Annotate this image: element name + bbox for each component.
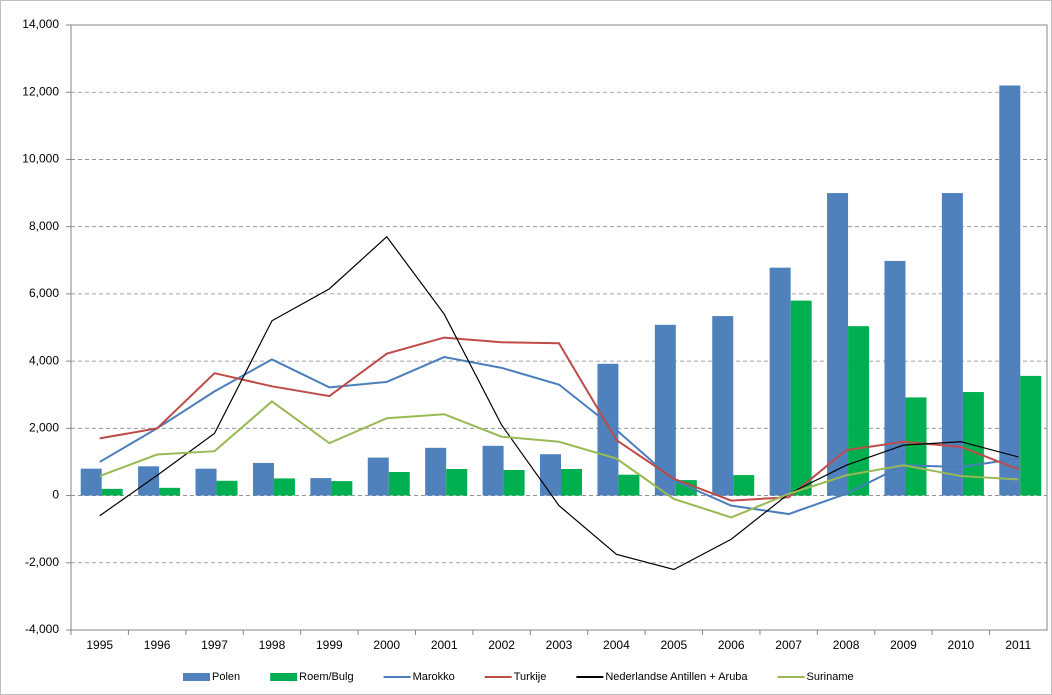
- bar: [884, 260, 906, 496]
- bar: [540, 454, 561, 496]
- bar: [962, 392, 984, 496]
- plot-frame: [70, 24, 1048, 631]
- line-series: [99, 356, 1019, 516]
- legend-label: Suriname: [807, 671, 854, 683]
- bar: [446, 469, 468, 496]
- bar: [101, 488, 123, 496]
- y-tick-label: 12,000: [22, 84, 59, 98]
- y-tick-label: 4,000: [29, 353, 59, 367]
- line-series: [99, 400, 1019, 519]
- line-series: [99, 235, 1019, 571]
- x-tick-label: 1997: [201, 638, 228, 652]
- line-series: [99, 336, 1019, 502]
- legend-label: Marokko: [413, 671, 455, 683]
- y-tick-label: -4,000: [25, 622, 59, 636]
- y-tick-label: -2,000: [25, 555, 59, 569]
- x-tick-label: 2007: [775, 638, 802, 652]
- x-tick-label: 2003: [546, 638, 573, 652]
- bar: [482, 445, 504, 496]
- legend-label: Roem/Bulg: [299, 671, 353, 683]
- legend-swatch: [183, 673, 210, 681]
- bar: [273, 478, 295, 496]
- bar: [827, 193, 849, 496]
- y-tick-label: 2,000: [29, 421, 59, 435]
- x-tick-label: 1999: [316, 638, 343, 652]
- bar: [733, 475, 755, 496]
- y-tick-label: 8,000: [29, 219, 59, 233]
- bar: [252, 462, 274, 496]
- legend-label: Polen: [212, 671, 240, 683]
- x-tick-label: 2005: [660, 638, 687, 652]
- bar: [1020, 375, 1042, 496]
- x-tick-label: 1998: [259, 638, 286, 652]
- x-tick-label: 2006: [718, 638, 745, 652]
- bar: [195, 468, 217, 496]
- bar: [561, 469, 582, 496]
- x-tick-label: 2002: [488, 638, 515, 652]
- x-tick-label: 1996: [144, 638, 171, 652]
- bar: [425, 447, 447, 496]
- bar: [999, 85, 1021, 496]
- x-tick-label: 2009: [890, 638, 917, 652]
- bar: [216, 480, 238, 496]
- bar: [654, 324, 676, 496]
- legend: Polen Roem/Bulg Marokko Turkije Nederlandse …: [183, 671, 854, 683]
- x-tick-label: 1995: [86, 638, 113, 652]
- x-tick-label: 2011: [1005, 638, 1031, 652]
- bar: [618, 474, 640, 496]
- bar: [848, 326, 870, 496]
- y-tick-label: 14,000: [22, 17, 59, 31]
- y-tick-label: 0: [52, 488, 59, 502]
- bar: [597, 363, 619, 496]
- bar: [80, 468, 102, 496]
- legend-label: Turkije: [514, 671, 547, 683]
- bar: [790, 300, 812, 496]
- legend-label: Nederlandse Antillen + Aruba: [605, 671, 748, 683]
- x-tick-label: 2008: [833, 638, 860, 652]
- bar: [367, 457, 389, 496]
- bar: [388, 472, 410, 496]
- x-tick-label: 2000: [373, 638, 400, 652]
- bar: [712, 316, 734, 496]
- y-tick-label: 6,000: [29, 286, 59, 300]
- y-tick-label: 10,000: [22, 152, 59, 166]
- bar: [905, 397, 927, 496]
- bar: [769, 267, 791, 496]
- x-tick-label: 2010: [948, 638, 975, 652]
- bar: [159, 487, 181, 496]
- bar: [310, 478, 332, 496]
- bar: [941, 193, 963, 496]
- bar: [503, 470, 525, 496]
- x-tick-label: 2004: [603, 638, 630, 652]
- x-tick-label: 2001: [431, 638, 458, 652]
- legend-swatch: [270, 673, 298, 681]
- bar: [331, 481, 353, 496]
